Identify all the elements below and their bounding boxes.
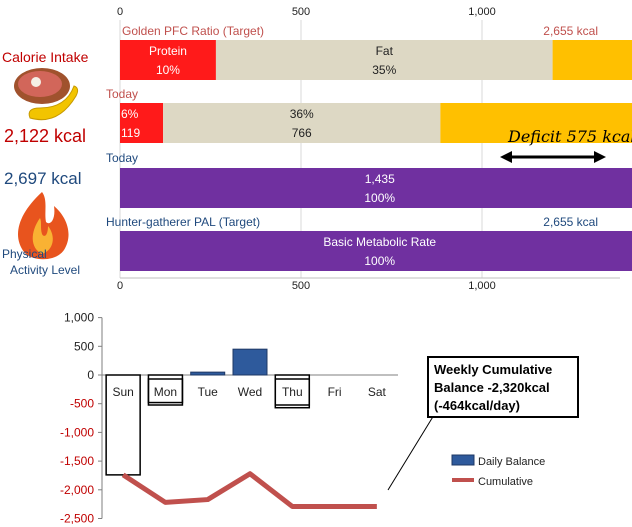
segment-label-line1: Basic Metabolic Rate <box>323 235 436 249</box>
row-total-label: 2,655 kcal <box>543 215 598 229</box>
meat-banana-icon <box>14 68 79 121</box>
category-label: Sun <box>112 385 133 399</box>
flame-icon <box>18 192 69 260</box>
segment-label-line1: 6% <box>121 107 139 121</box>
bottom-x-tick-label: 500 <box>292 280 310 292</box>
cumulative-line <box>121 471 377 509</box>
category-label: Sat <box>368 385 387 399</box>
top-x-tick-label: 500 <box>292 6 310 18</box>
weekly-callout: Weekly Cumulative Balance -2,320kcal (-4… <box>387 356 579 491</box>
calorie-stacked-bar-chart: 005005001,0001,0001,5001,5002,0002,0002,… <box>106 6 632 292</box>
legend-label-daily: Daily Balance <box>478 456 545 468</box>
pal-label-line1: Physical <box>2 247 47 261</box>
segment-label-line2: 119 <box>121 126 140 140</box>
deficit-label: Deficit 575 kcal <box>507 127 632 146</box>
category-label: Wed <box>238 385 262 399</box>
segment-label-line1: Fat <box>376 44 394 58</box>
category-label: Mon <box>154 385 177 399</box>
row-label: Golden PFC Ratio (Target) <box>122 24 264 38</box>
deficit-arrow <box>500 151 606 163</box>
row-total-label: 2,655 kcal <box>543 24 598 38</box>
y-tick-label: 1,000 <box>64 311 94 325</box>
segment-label-line1: Protein <box>149 44 187 58</box>
pal-label-line2: Activity Level <box>10 263 80 277</box>
category-highlight-box <box>147 378 184 406</box>
segment-label-line1: 36% <box>290 107 314 121</box>
y-tick-label: -2,000 <box>60 483 94 497</box>
top-x-tick-label: 1,000 <box>468 6 496 18</box>
row-label: Today <box>106 87 138 101</box>
y-tick-label: -2,500 <box>60 512 94 526</box>
segment-label-line1: 1,435 <box>365 172 395 186</box>
y-tick-label: -1,500 <box>60 454 94 468</box>
stacked-segment <box>120 168 632 208</box>
top-x-tick-label: 0 <box>117 6 123 18</box>
stacked-segment <box>215 40 553 80</box>
category-label: Thu <box>282 385 303 399</box>
category-highlight-box <box>274 378 311 406</box>
y-tick-label: -500 <box>70 397 94 411</box>
stacked-segment <box>440 103 632 143</box>
callout-line3: (-464kcal/day) <box>434 398 520 413</box>
y-tick-label: 0 <box>87 368 94 382</box>
calorie-intake-label: Calorie Intake <box>2 49 89 65</box>
segment-label-line2: 10% <box>156 63 180 77</box>
daily-balance-bar <box>232 348 268 376</box>
legend-label-cumulative: Cumulative <box>478 476 533 488</box>
stacked-segment <box>120 231 632 271</box>
expenditure-value: 2,697 kcal <box>4 169 82 188</box>
legend-swatch-daily <box>451 454 475 466</box>
stacked-segment <box>120 103 164 143</box>
row-label: Hunter-gatherer PAL (Target) <box>106 215 260 229</box>
segment-label-line2: 100% <box>364 191 395 205</box>
stacked-segment <box>163 103 441 143</box>
bottom-x-tick-label: 0 <box>117 280 123 292</box>
y-tick-label: -1,000 <box>60 425 94 439</box>
segment-label-line2: 766 <box>292 126 312 140</box>
category-label: Tue <box>198 385 219 399</box>
stacked-segment <box>120 40 216 80</box>
category-label: Fri <box>328 385 342 399</box>
weekly-balance-chart: 1,000 500 0 -500 -1,000 -1,500 -2,000 -2,500 Sun… <box>60 311 545 526</box>
callout-line2: Balance -2,320kcal <box>434 380 550 395</box>
y-tick-label: 500 <box>74 339 94 353</box>
intake-value: 2,122 kcal <box>4 126 86 146</box>
daily-balance-bar <box>190 371 226 376</box>
bottom-x-tick-label: 1,000 <box>468 280 496 292</box>
segment-label-line2: 35% <box>372 63 396 77</box>
stacked-segment <box>552 40 632 80</box>
callout-line1: Weekly Cumulative <box>434 362 552 377</box>
row-label: Today <box>106 151 138 165</box>
segment-label-line2: 100% <box>364 254 395 268</box>
